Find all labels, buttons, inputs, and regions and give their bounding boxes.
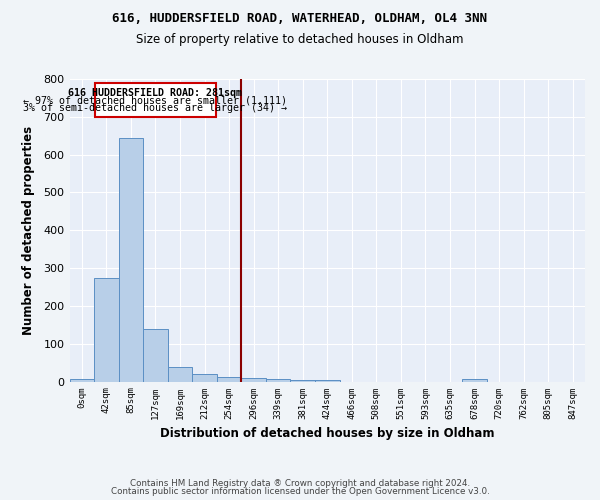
Bar — [70, 378, 94, 382]
Text: Contains public sector information licensed under the Open Government Licence v3: Contains public sector information licen… — [110, 487, 490, 496]
Bar — [119, 138, 143, 382]
Text: Contains HM Land Registry data ® Crown copyright and database right 2024.: Contains HM Land Registry data ® Crown c… — [130, 478, 470, 488]
Text: 616, HUDDERSFIELD ROAD, WATERHEAD, OLDHAM, OL4 3NN: 616, HUDDERSFIELD ROAD, WATERHEAD, OLDHA… — [113, 12, 487, 26]
Bar — [241, 378, 266, 382]
Text: 616 HUDDERSFIELD ROAD: 281sqm: 616 HUDDERSFIELD ROAD: 281sqm — [68, 88, 242, 98]
Text: Size of property relative to detached houses in Oldham: Size of property relative to detached ho… — [136, 32, 464, 46]
Bar — [95, 83, 215, 117]
Bar — [192, 374, 217, 382]
Text: ← 97% of detached houses are smaller (1,111): ← 97% of detached houses are smaller (1,… — [23, 96, 287, 106]
Bar — [94, 278, 119, 382]
Bar — [217, 377, 241, 382]
Bar — [462, 379, 487, 382]
Bar — [315, 380, 340, 382]
Bar — [266, 378, 290, 382]
Bar — [143, 328, 167, 382]
Text: 3% of semi-detached houses are larger (34) →: 3% of semi-detached houses are larger (3… — [23, 103, 287, 113]
Bar — [167, 367, 192, 382]
X-axis label: Distribution of detached houses by size in Oldham: Distribution of detached houses by size … — [160, 427, 494, 440]
Bar — [290, 380, 315, 382]
Y-axis label: Number of detached properties: Number of detached properties — [22, 126, 35, 335]
